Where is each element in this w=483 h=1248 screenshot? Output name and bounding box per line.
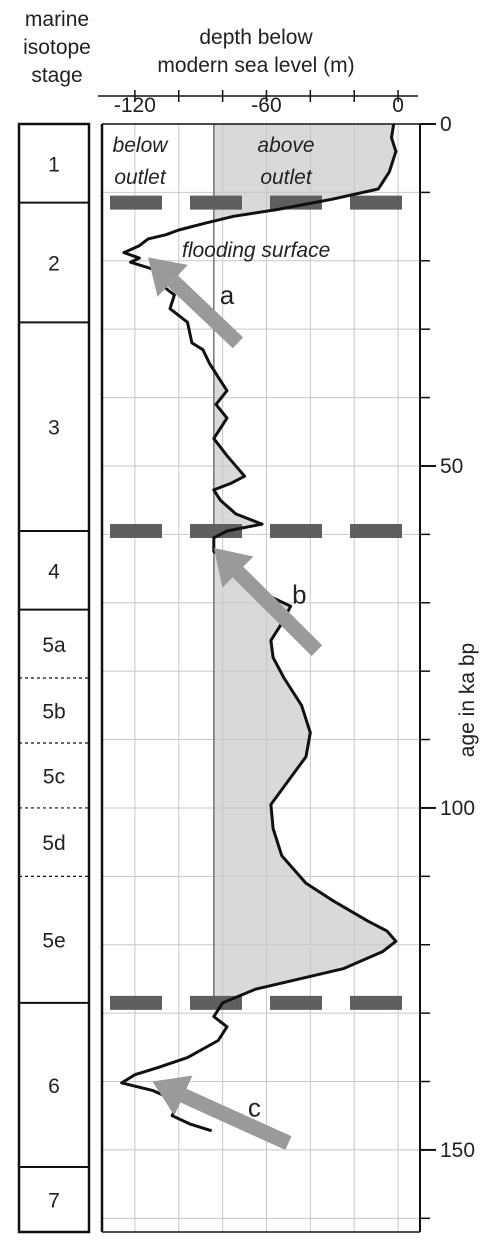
stage-label: 6	[48, 1075, 60, 1098]
above-outlet-label-line-1: above	[257, 134, 314, 157]
stage-label: 5d	[42, 832, 65, 855]
stage-label: 5b	[42, 700, 65, 723]
depth-axis-title-line-2: modern sea level (m)	[157, 54, 354, 77]
stage-title-line-2: isotope	[23, 36, 91, 59]
depth-tick-label: -60	[251, 94, 281, 117]
age-axis-title: age in ka bp	[456, 643, 479, 757]
below-outlet-label-line-1: below	[113, 134, 170, 157]
stage-column: 1 2 3 4 5a 5b 5c 5d 5e 6 7	[19, 124, 89, 1232]
age-tick-label: 50	[440, 455, 463, 478]
arrow-c-shaft	[183, 1096, 288, 1144]
depth-tick-label: 0	[392, 94, 404, 117]
above-outlet-label-line-2: outlet	[260, 166, 313, 189]
depth-tick-label: -120	[114, 94, 156, 117]
arrow-b-label: b	[292, 579, 306, 609]
flooding-surface-label: flooding surface	[182, 239, 330, 262]
stage-label: 5e	[42, 930, 65, 953]
stage-label: 3	[48, 417, 60, 440]
stage-column-frame	[19, 124, 89, 1232]
stage-title-line-3: stage	[31, 64, 82, 87]
stage-label: 7	[48, 1190, 60, 1213]
stage-label: 5c	[43, 765, 65, 788]
stage-label: 5a	[42, 634, 66, 657]
arrow-c-label: c	[248, 1092, 261, 1122]
age-tick-label: 0	[440, 113, 452, 136]
stage-label: 2	[48, 253, 60, 276]
arrow-a-label: a	[220, 280, 235, 310]
age-tick-label: 100	[440, 797, 475, 820]
stage-title-line-1: marine	[25, 8, 89, 31]
stage-label: 4	[48, 560, 60, 583]
stage-label: 1	[48, 153, 60, 176]
depth-axis-title-line-1: depth below	[199, 26, 313, 49]
below-outlet-label-line-2: outlet	[114, 166, 167, 189]
age-tick-label: 150	[440, 1139, 475, 1162]
